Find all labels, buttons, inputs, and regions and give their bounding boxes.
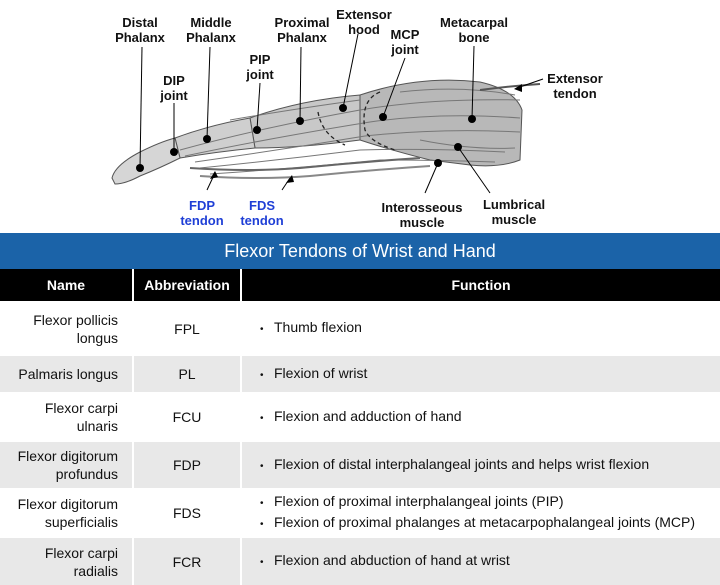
table-row: Flexor digitorum superficialis FDS • Flexio… <box>0 488 720 537</box>
row-abbreviation: FDS <box>132 488 241 537</box>
row-abbreviation: PL <box>132 354 241 393</box>
metacarpal-muscle-mass <box>359 79 523 167</box>
header-name: Name <box>0 269 133 302</box>
row-abbreviation: FDP <box>132 440 241 489</box>
row-name-text: Flexor carpi radialis <box>44 544 118 579</box>
label-extensor-hood: Extensor hood <box>336 7 392 37</box>
flexor-tendons-under <box>189 157 421 171</box>
table-row: Flexor digitorum profundus FDP • Flexion of… <box>0 440 720 489</box>
row-name: Flexor carpi radialis <box>0 536 133 585</box>
row-function: • Thumb flexion <box>240 301 720 355</box>
structure-dots <box>136 104 476 172</box>
fdp-arrowhead <box>210 171 218 179</box>
function-text: Flexion of wrist <box>274 364 368 381</box>
bullet-icon: • <box>260 412 264 424</box>
function-item: • Flexion and adduction of hand <box>260 407 720 428</box>
row-name-text: Flexor digitorum profundus <box>17 448 118 482</box>
label-extensor-tendon: Extensor tendon <box>547 71 603 101</box>
bullet-icon: • <box>260 369 264 381</box>
bullet-icon: • <box>260 460 264 472</box>
function-item: • Flexion of proximal phalanges at metaca… <box>260 513 720 534</box>
row-name-text: Flexor carpi ulnaris <box>44 400 118 434</box>
finger-anatomy-figure: Distal Phalanx Middle Phalanx Proximal P… <box>0 0 720 233</box>
function-text: Thumb flexion <box>274 319 362 335</box>
row-abbreviation: FCU <box>132 392 241 441</box>
label-dip-joint: DIP joint <box>160 73 188 103</box>
fds-arrowhead <box>286 175 294 183</box>
label-middle-phalanx: Middle Phalanx <box>186 15 236 45</box>
row-name: Flexor digitorum profundus <box>0 440 133 489</box>
proximal-region <box>249 94 361 149</box>
extensor-hood-outline <box>317 91 396 151</box>
row-abbreviation: FCR <box>132 536 241 585</box>
label-pip-joint: PIP joint <box>246 52 274 82</box>
row-name-text: Flexor pollicis longus <box>33 311 118 346</box>
bullet-icon: • <box>260 519 264 530</box>
function-item: • Flexion of distal interphalangeal joint… <box>260 455 720 476</box>
row-function: • Flexion of wrist <box>240 354 720 393</box>
middle-phalanx-shape <box>174 117 256 159</box>
row-name-text: Flexor digitorum superficialis <box>17 496 118 530</box>
function-text: Flexion of distal interphalangeal joints… <box>274 455 650 472</box>
header-abbreviation: Abbreviation <box>132 269 241 302</box>
table-body: Flexor pollicis longus FPL • Thumb flexion P… <box>0 301 720 585</box>
function-item: • Flexion of wrist <box>260 364 720 385</box>
bullet-icon: • <box>260 498 264 509</box>
table-title-bar: Flexor Tendons of Wrist and Hand <box>0 233 720 269</box>
row-name-text: Palmaris longus <box>18 366 118 382</box>
row-abbreviation: FPL <box>132 301 241 355</box>
distal-phalanx-shape <box>111 137 181 185</box>
table-row: Flexor carpi ulnaris FCU • Flexion and addu… <box>0 392 720 441</box>
label-fds-tendon: FDS tendon <box>240 198 284 228</box>
label-interosseous-muscle: Interosseous muscle <box>381 200 463 230</box>
function-text: Flexion and adduction of hand <box>274 407 462 424</box>
label-lumbrical-muscle: Lumbrical muscle <box>482 197 546 227</box>
bullet-icon: • <box>260 324 264 335</box>
table-row: Flexor pollicis longus FPL • Thumb flexion <box>0 301 720 355</box>
label-proximal-phalanx: Proximal Phalanx <box>274 15 330 45</box>
function-text: Flexion of proximal phalanges at metacar… <box>274 514 695 530</box>
header-function: Function <box>240 269 720 302</box>
label-fdp-tendon: FDP tendon <box>180 198 224 228</box>
row-name: Flexor carpi ulnaris <box>0 392 133 441</box>
row-name: Flexor pollicis longus <box>0 301 133 355</box>
table-row: Palmaris longus PL • Flexion of wrist <box>0 354 720 393</box>
row-name: Palmaris longus <box>0 354 133 393</box>
function-item: • Thumb flexion <box>260 318 720 339</box>
bullet-icon: • <box>260 557 264 568</box>
label-metacarpal-bone: Metacarpal bone <box>440 15 508 45</box>
function-text: Flexion and abduction of hand at wrist <box>274 552 510 568</box>
table-title: Flexor Tendons of Wrist and Hand <box>224 241 496 261</box>
flexor-tendons-table: Name Abbreviation Function Flexor pollic… <box>0 269 720 585</box>
row-function: • Flexion and abduction of hand at wrist <box>240 536 720 585</box>
row-function: • Flexion of proximal interphalangeal joi… <box>240 488 720 537</box>
function-item: • Flexion and abduction of hand at wrist <box>260 551 720 572</box>
label-distal-phalanx: Distal Phalanx <box>115 15 165 45</box>
row-name: Flexor digitorum superficialis <box>0 488 133 537</box>
row-function: • Flexion and adduction of hand <box>240 392 720 441</box>
function-item: • Flexion of proximal interphalangeal joi… <box>260 492 720 513</box>
row-function: • Flexion of distal interphalangeal joint… <box>240 440 720 489</box>
finger-anatomy-drawing <box>111 33 544 194</box>
table-header-row: Name Abbreviation Function <box>0 269 720 302</box>
function-text: Flexion of proximal interphalangeal join… <box>274 493 564 509</box>
label-mcp-joint: MCP joint <box>390 27 420 57</box>
extensor-tendon-line <box>479 83 541 91</box>
extensor-arrowhead <box>514 84 522 92</box>
table-row: Flexor carpi radialis FCR • Flexion and abd… <box>0 536 720 585</box>
